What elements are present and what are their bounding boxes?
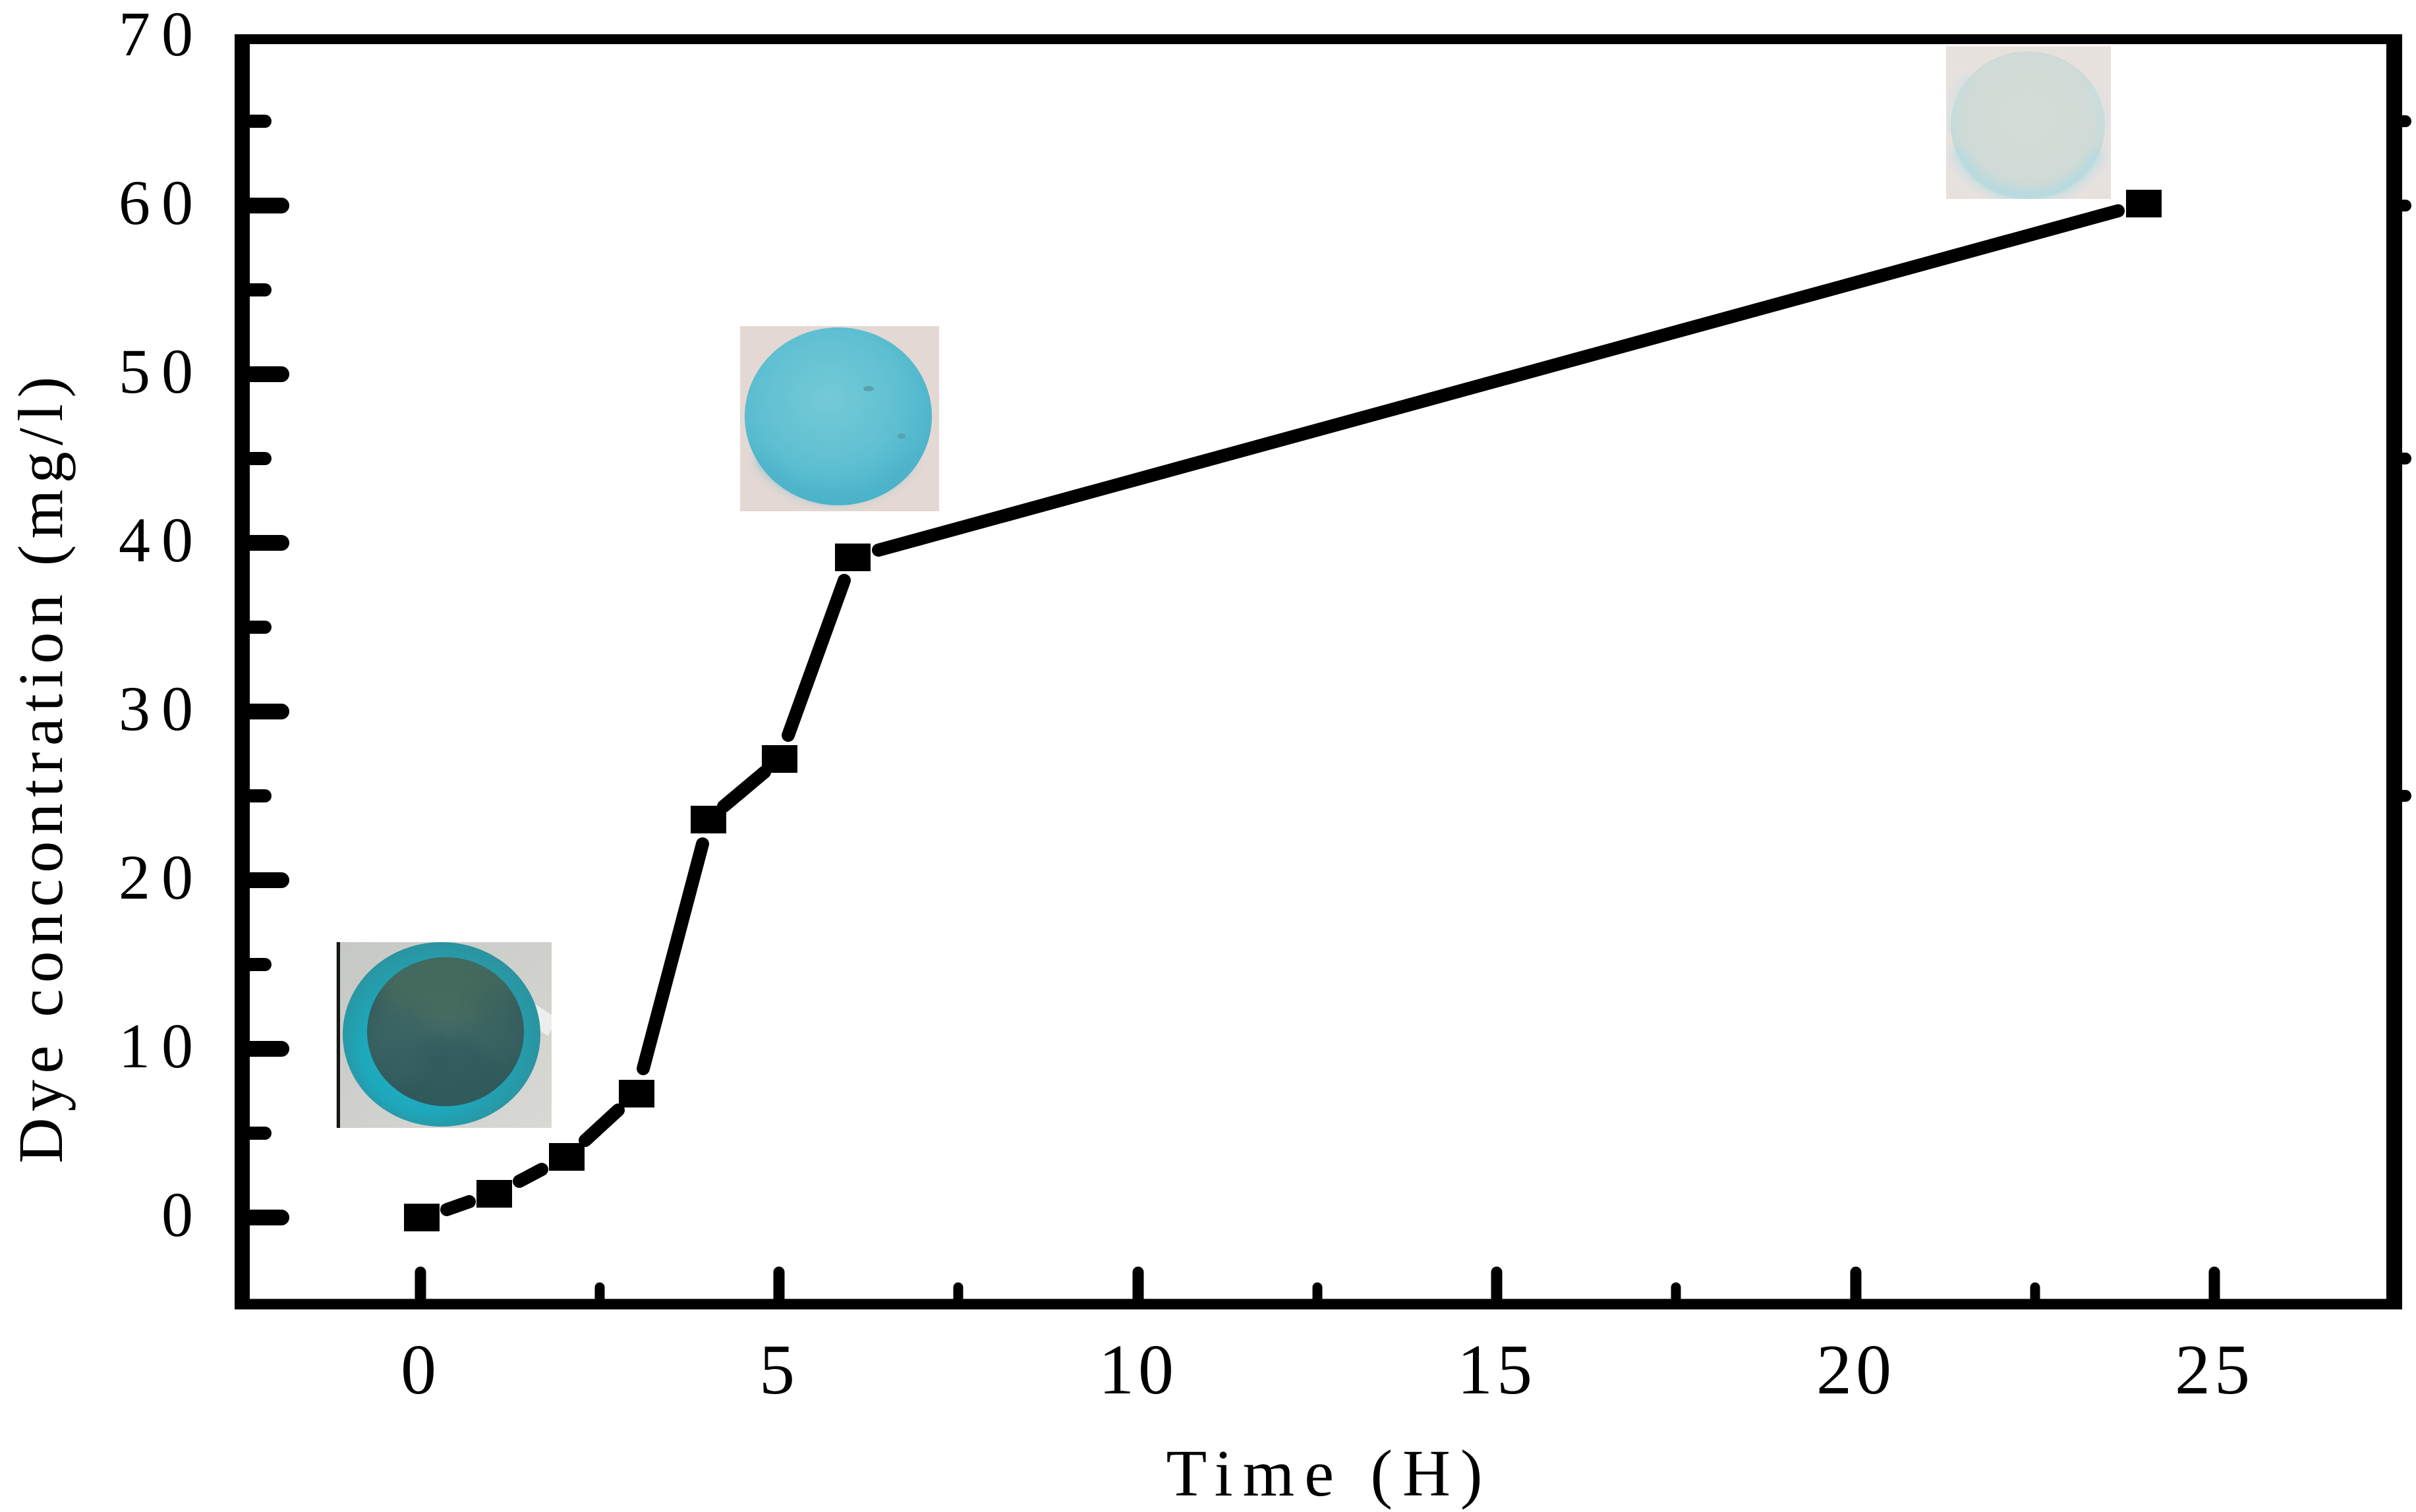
- svg-text:20: 20: [1816, 1331, 1895, 1409]
- svg-text:30: 30: [119, 673, 204, 744]
- svg-text:50: 50: [119, 336, 204, 406]
- svg-text:40: 40: [119, 505, 204, 575]
- svg-text:10: 10: [1099, 1331, 1178, 1409]
- svg-text:10: 10: [119, 1011, 204, 1081]
- svg-text:15: 15: [1457, 1331, 1536, 1409]
- svg-text:Dye concontration (mg/l): Dye concontration (mg/l): [5, 370, 76, 1163]
- svg-text:0: 0: [401, 1331, 440, 1409]
- svg-text:Time (H): Time (H): [1166, 1436, 1492, 1510]
- svg-text:60: 60: [119, 167, 204, 238]
- svg-text:20: 20: [119, 842, 204, 912]
- svg-text:70: 70: [119, 0, 204, 69]
- svg-text:25: 25: [2175, 1331, 2254, 1409]
- svg-text:5: 5: [759, 1331, 799, 1409]
- svg-text:0: 0: [161, 1179, 204, 1250]
